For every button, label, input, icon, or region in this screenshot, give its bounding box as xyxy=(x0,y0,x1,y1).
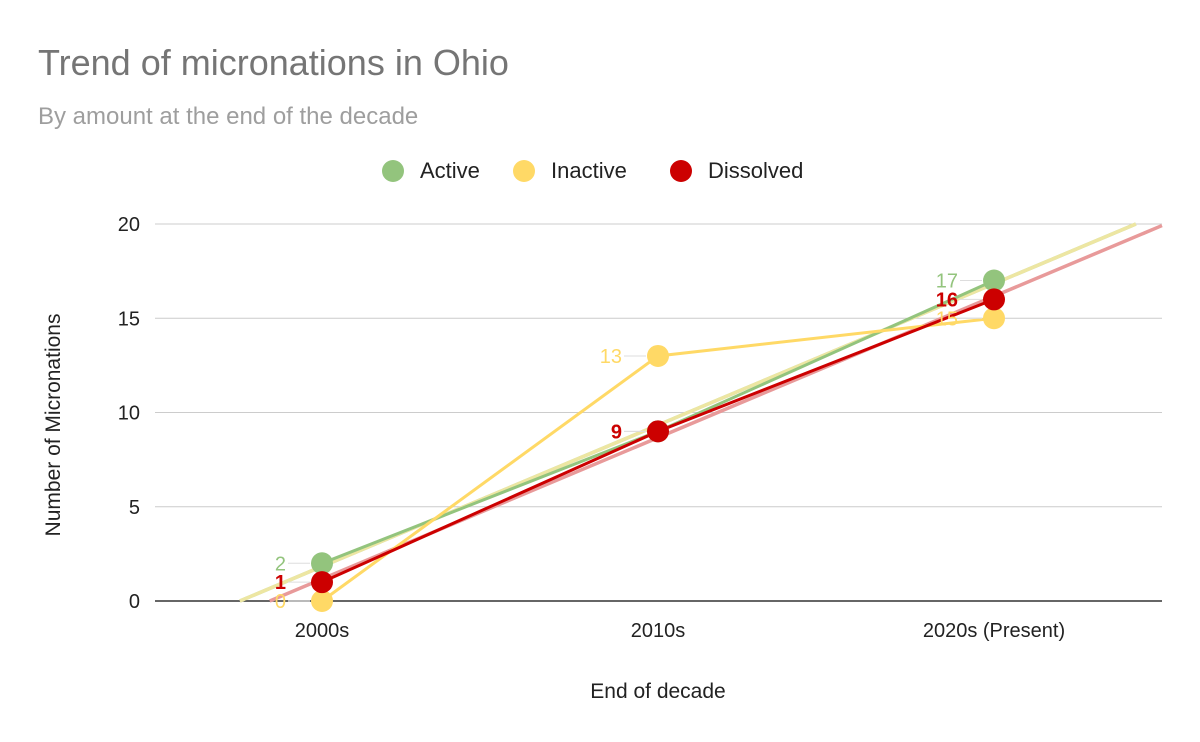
y-tick-label-5: 5 xyxy=(129,497,140,519)
x-axis-title: End of decade xyxy=(590,680,725,703)
data-label-active-1: 9 xyxy=(611,421,622,443)
point-dissolved-2 xyxy=(983,288,1005,311)
data-label-dissolved-1: 9 xyxy=(611,421,622,443)
point-dissolved-0 xyxy=(311,571,333,594)
point-active-2 xyxy=(983,269,1005,292)
legend-marker-dissolved xyxy=(670,160,692,182)
y-tick-label-0: 0 xyxy=(129,591,140,613)
data-label-inactive-2: 15 xyxy=(936,308,958,330)
y-tick-label-15: 15 xyxy=(118,308,140,330)
data-label-dissolved-0: 1 xyxy=(275,572,286,594)
data-label-active-0: 2 xyxy=(275,553,286,575)
point-dissolved-1 xyxy=(647,420,669,443)
gridlines xyxy=(155,223,1162,602)
legend: Active Inactive Dissolved xyxy=(382,158,803,183)
series-points xyxy=(311,269,1005,612)
x-tick-label-1: 2010s xyxy=(631,620,686,642)
legend-label-dissolved: Dissolved xyxy=(708,158,803,183)
chart-title: Trend of micronations in Ohio xyxy=(38,42,509,83)
chart-subtitle: By amount at the end of the decade xyxy=(38,103,418,130)
data-label-inactive-0: 0 xyxy=(275,591,286,613)
data-label-inactive-1: 13 xyxy=(600,346,622,368)
y-axis-title: Number of Micronations xyxy=(42,314,65,537)
point-inactive-1 xyxy=(647,344,669,367)
point-active-0 xyxy=(311,552,333,575)
legend-marker-inactive xyxy=(513,160,535,182)
y-tick-label-20: 20 xyxy=(118,214,140,236)
legend-marker-active xyxy=(382,160,404,182)
legend-label-active: Active xyxy=(420,158,480,183)
point-inactive-2 xyxy=(983,307,1005,330)
data-label-active-2: 17 xyxy=(936,271,958,293)
x-axis-ticks: 2000s 2010s 2020s (Present) xyxy=(295,620,1065,642)
point-inactive-0 xyxy=(311,590,333,612)
x-tick-label-0: 2000s xyxy=(295,620,350,642)
legend-label-inactive: Inactive xyxy=(551,158,627,183)
data-label-dissolved-2: 16 xyxy=(936,289,958,311)
y-tick-label-10: 10 xyxy=(118,403,140,425)
x-tick-label-2: 2020s (Present) xyxy=(923,620,1065,642)
y-axis-ticks: 0 5 10 15 20 xyxy=(118,214,140,613)
